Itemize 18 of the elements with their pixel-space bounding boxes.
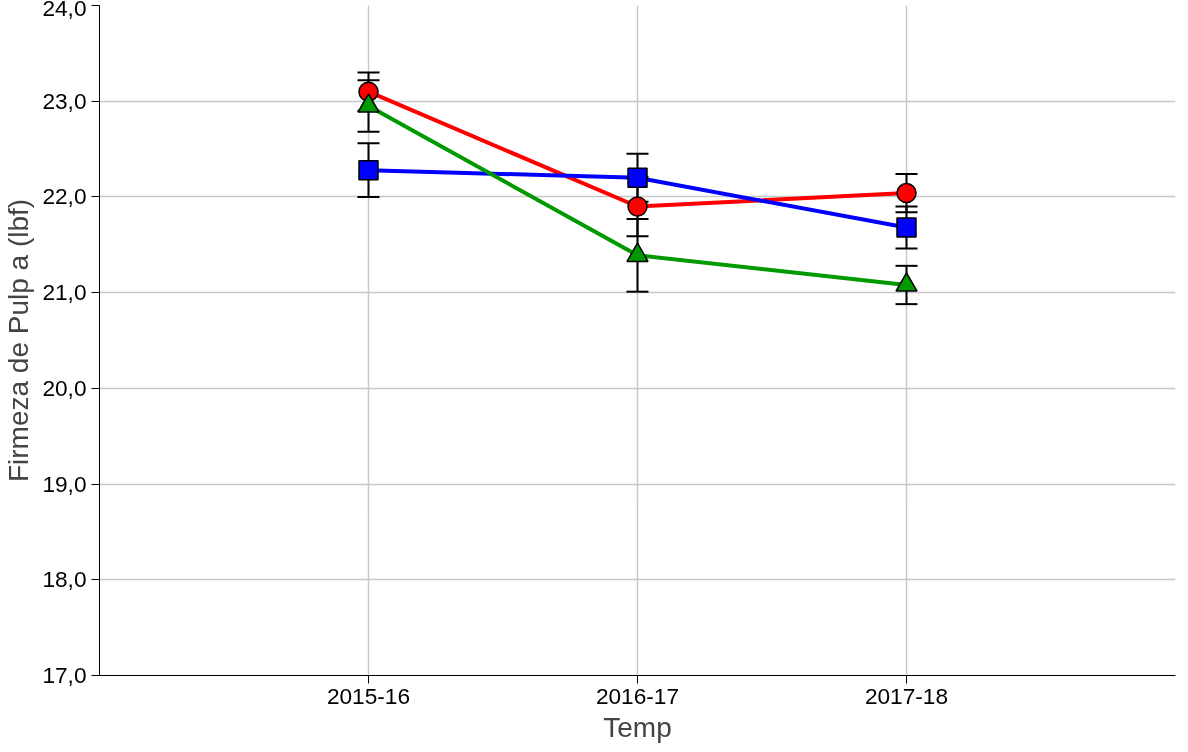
y-tick-label: 20,0	[42, 374, 87, 401]
x-tick-label: 2015-16	[326, 682, 411, 709]
point	[358, 159, 379, 181]
y-axis-title: Firmeza de Pulp a (lbf)	[3, 198, 35, 483]
y-tick-label: 24,0	[42, 0, 87, 21]
x-tick-label: 2016-17	[595, 682, 680, 709]
point	[627, 167, 648, 189]
y-tick-label: 22,0	[42, 183, 87, 210]
y-tick-label: 21,0	[42, 279, 87, 306]
y-tick-label: 19,0	[42, 470, 87, 497]
point	[896, 217, 917, 238]
y-tick-label: 18,0	[42, 566, 87, 593]
x-axis-title: Temp	[603, 711, 672, 743]
x-tick-label: 2017-18	[864, 682, 949, 709]
point	[896, 182, 917, 204]
y-tick-label: 23,0	[42, 87, 87, 114]
y-tick-label: 17,0	[42, 662, 87, 688]
point	[627, 196, 648, 217]
